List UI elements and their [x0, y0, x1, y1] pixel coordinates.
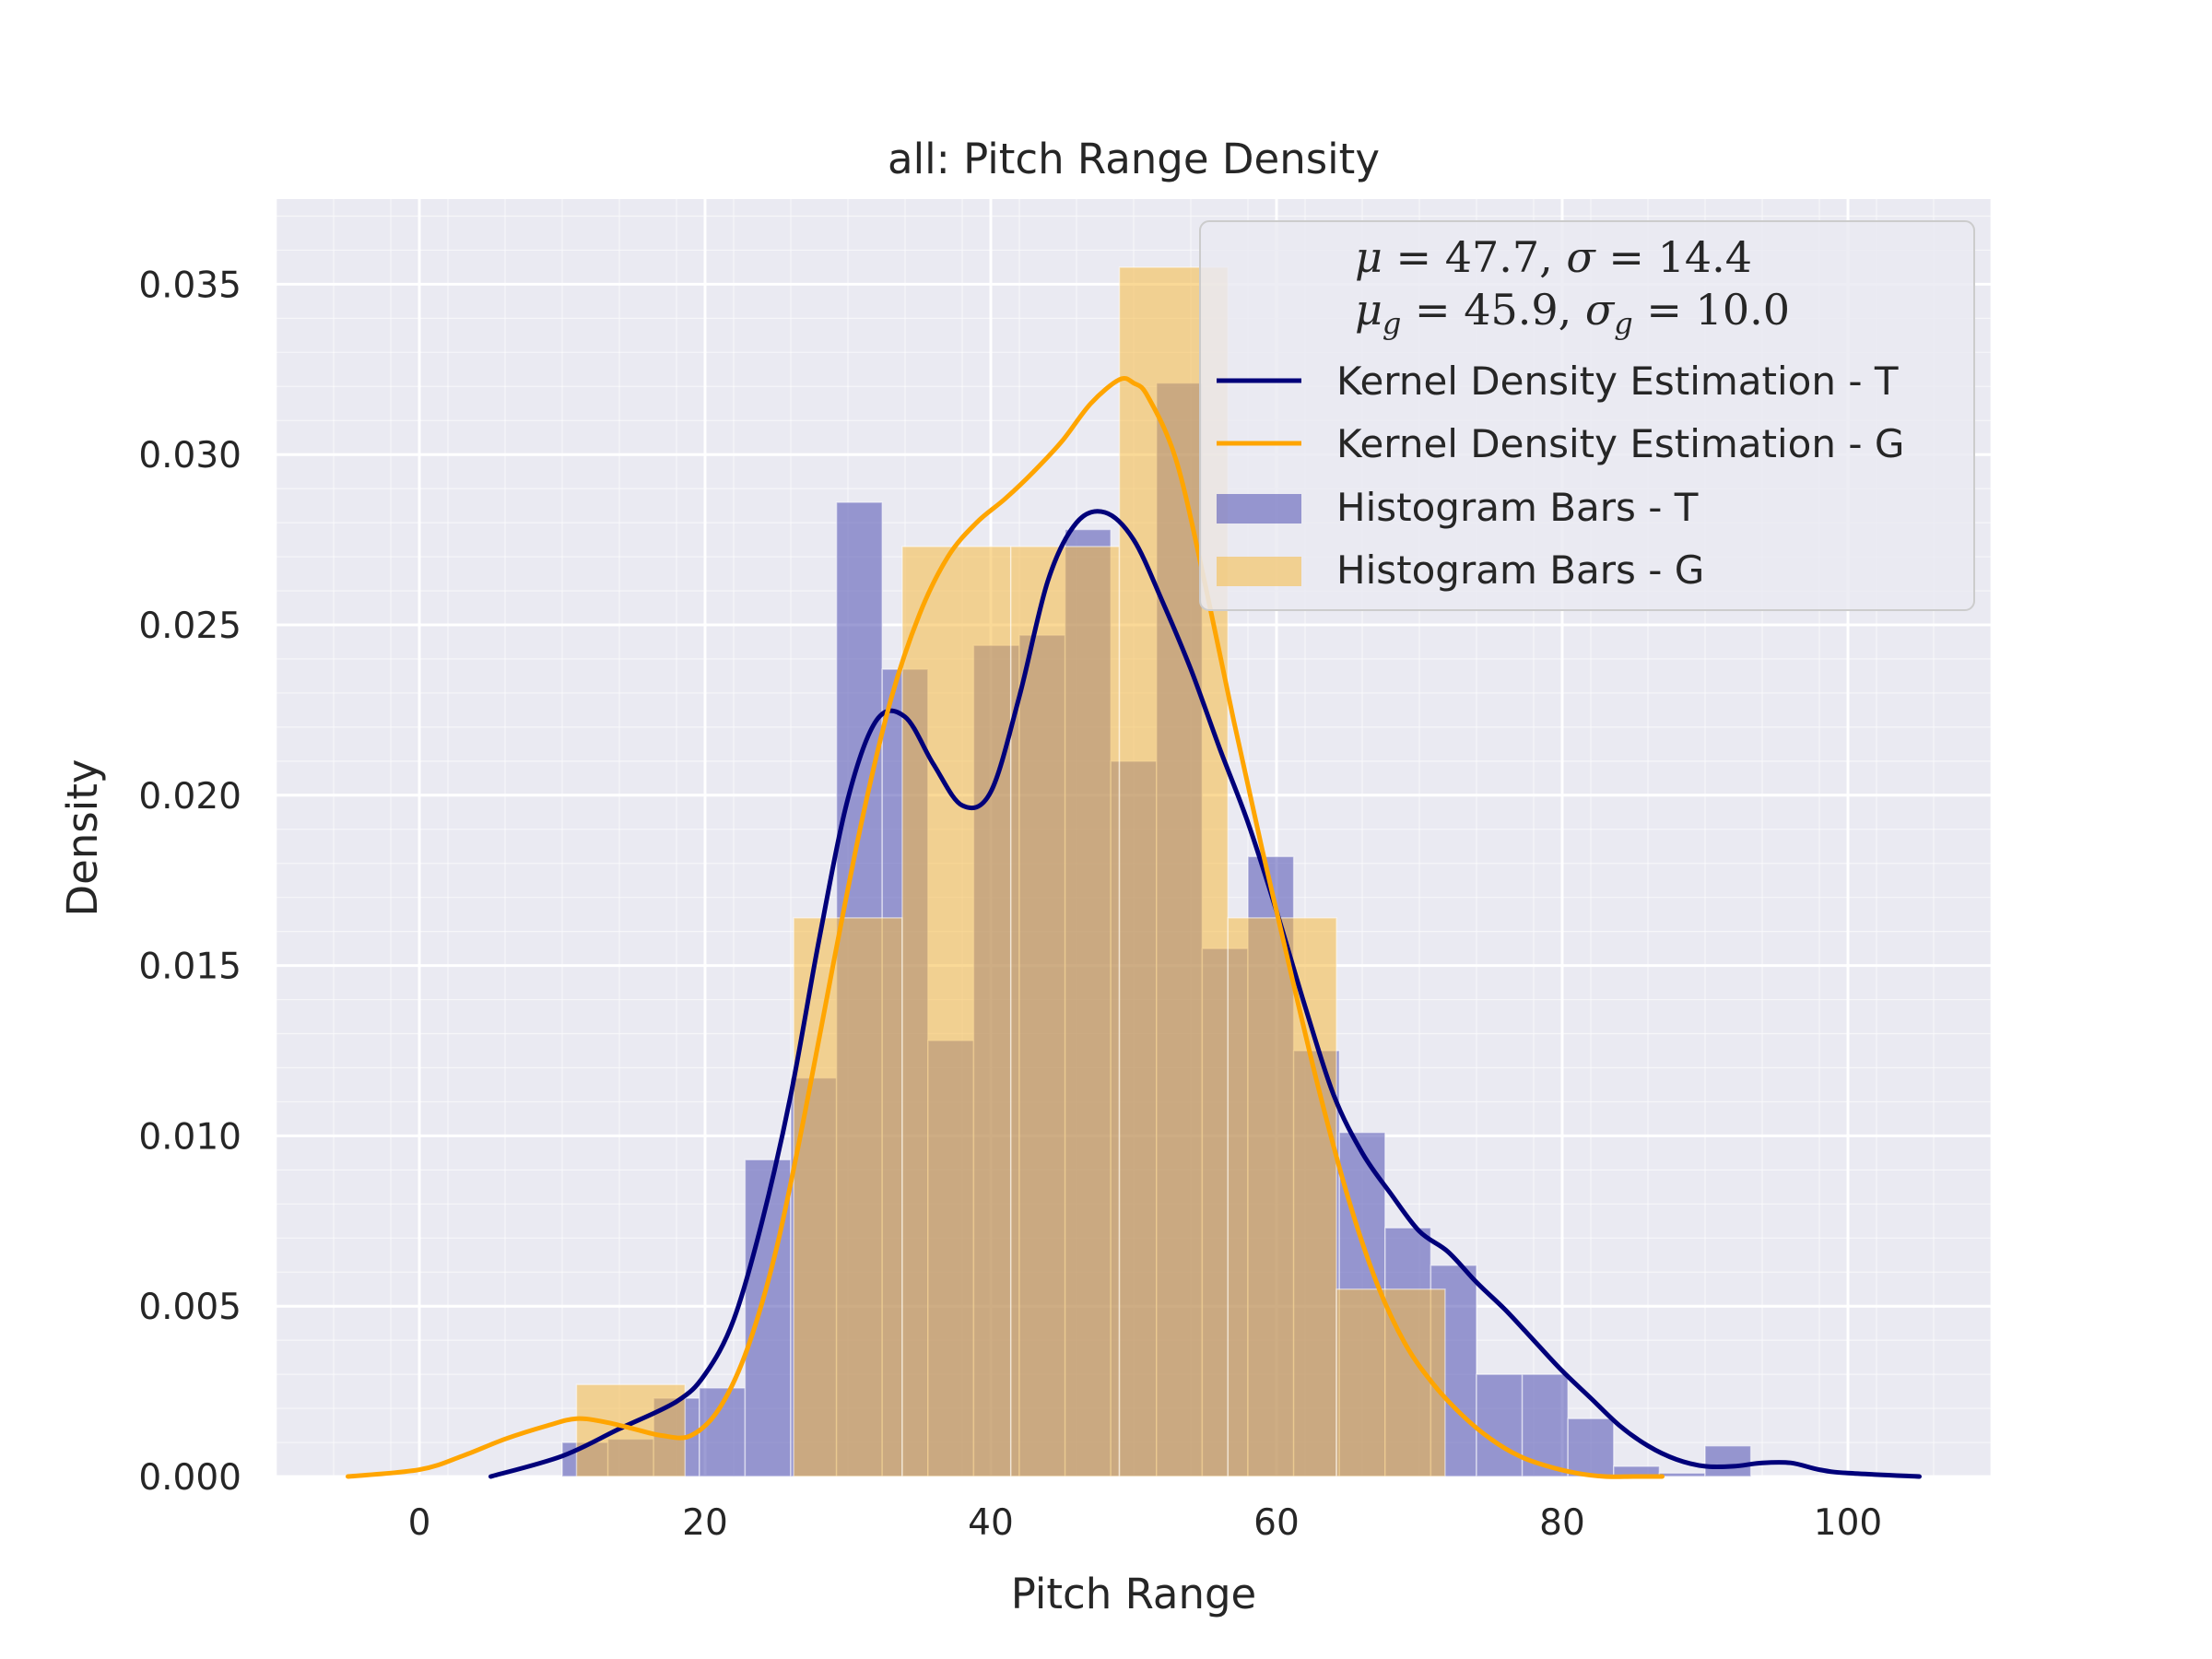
y-tick-label: 0.030 [138, 435, 241, 477]
legend-stats-t: μ = 47.7, σ = 14.4 [1355, 232, 1752, 282]
legend-hist-g-label: Histogram Bars - G [1336, 547, 1704, 593]
y-tick-label: 0.025 [138, 606, 241, 647]
histogram-bars-g [575, 266, 1446, 1477]
y-tick-label: 0.035 [138, 265, 241, 306]
legend-stats-g: μg = 45.9, σg = 10.0 [1355, 285, 1790, 341]
y-tick-label: 0.005 [138, 1287, 241, 1328]
x-tick-label: 80 [1539, 1502, 1585, 1544]
histogram-bar-g [575, 1383, 687, 1477]
kde-line-t [488, 509, 1922, 1479]
x-tick-labels: 0 20 40 60 80 100 [408, 1502, 1883, 1544]
y-tick-label: 0.015 [138, 947, 241, 988]
y-axis-label: Density [58, 759, 107, 916]
x-tick-label: 60 [1253, 1502, 1300, 1544]
legend: μ = 47.7, σ = 14.4 μg = 45.9, σg = 10.0 … [1199, 220, 1975, 611]
y-tick-labels: 0.000 0.005 0.010 0.015 0.020 0.025 0.030 0.035 [138, 265, 241, 1499]
y-tick-label: 0.020 [138, 776, 241, 818]
legend-kde-t-label: Kernel Density Estimation - T [1336, 359, 1899, 404]
histogram-bar-g [901, 546, 1012, 1477]
x-tick-label: 100 [1814, 1502, 1882, 1544]
x-tick-label: 0 [408, 1502, 431, 1544]
x-axis-label: Pitch Range [1011, 1570, 1256, 1618]
kde-line-g [346, 375, 1665, 1479]
histogram-bar-g [1009, 546, 1121, 1477]
histogram-bar-t [1658, 1472, 1706, 1477]
histogram-bar-t [1704, 1444, 1752, 1477]
legend-box [1199, 220, 1975, 611]
histogram-bar-t [1567, 1418, 1615, 1477]
legend-kde-g-label: Kernel Density Estimation - G [1336, 421, 1904, 466]
legend-hist-t-label: Histogram Bars - T [1336, 485, 1699, 530]
kde-lines [346, 375, 1922, 1479]
x-tick-label: 20 [682, 1502, 728, 1544]
x-tick-label: 40 [968, 1502, 1014, 1544]
legend-hist-g-swatch [1217, 557, 1301, 586]
y-tick-label: 0.000 [138, 1457, 241, 1499]
y-tick-label: 0.010 [138, 1116, 241, 1158]
histogram-bar-g [1227, 917, 1337, 1477]
chart-title: all: Pitch Range Density [888, 135, 1380, 183]
histogram-bar-t [1476, 1373, 1524, 1477]
legend-hist-t-swatch [1217, 494, 1301, 524]
histogram-bar-g [793, 917, 903, 1477]
